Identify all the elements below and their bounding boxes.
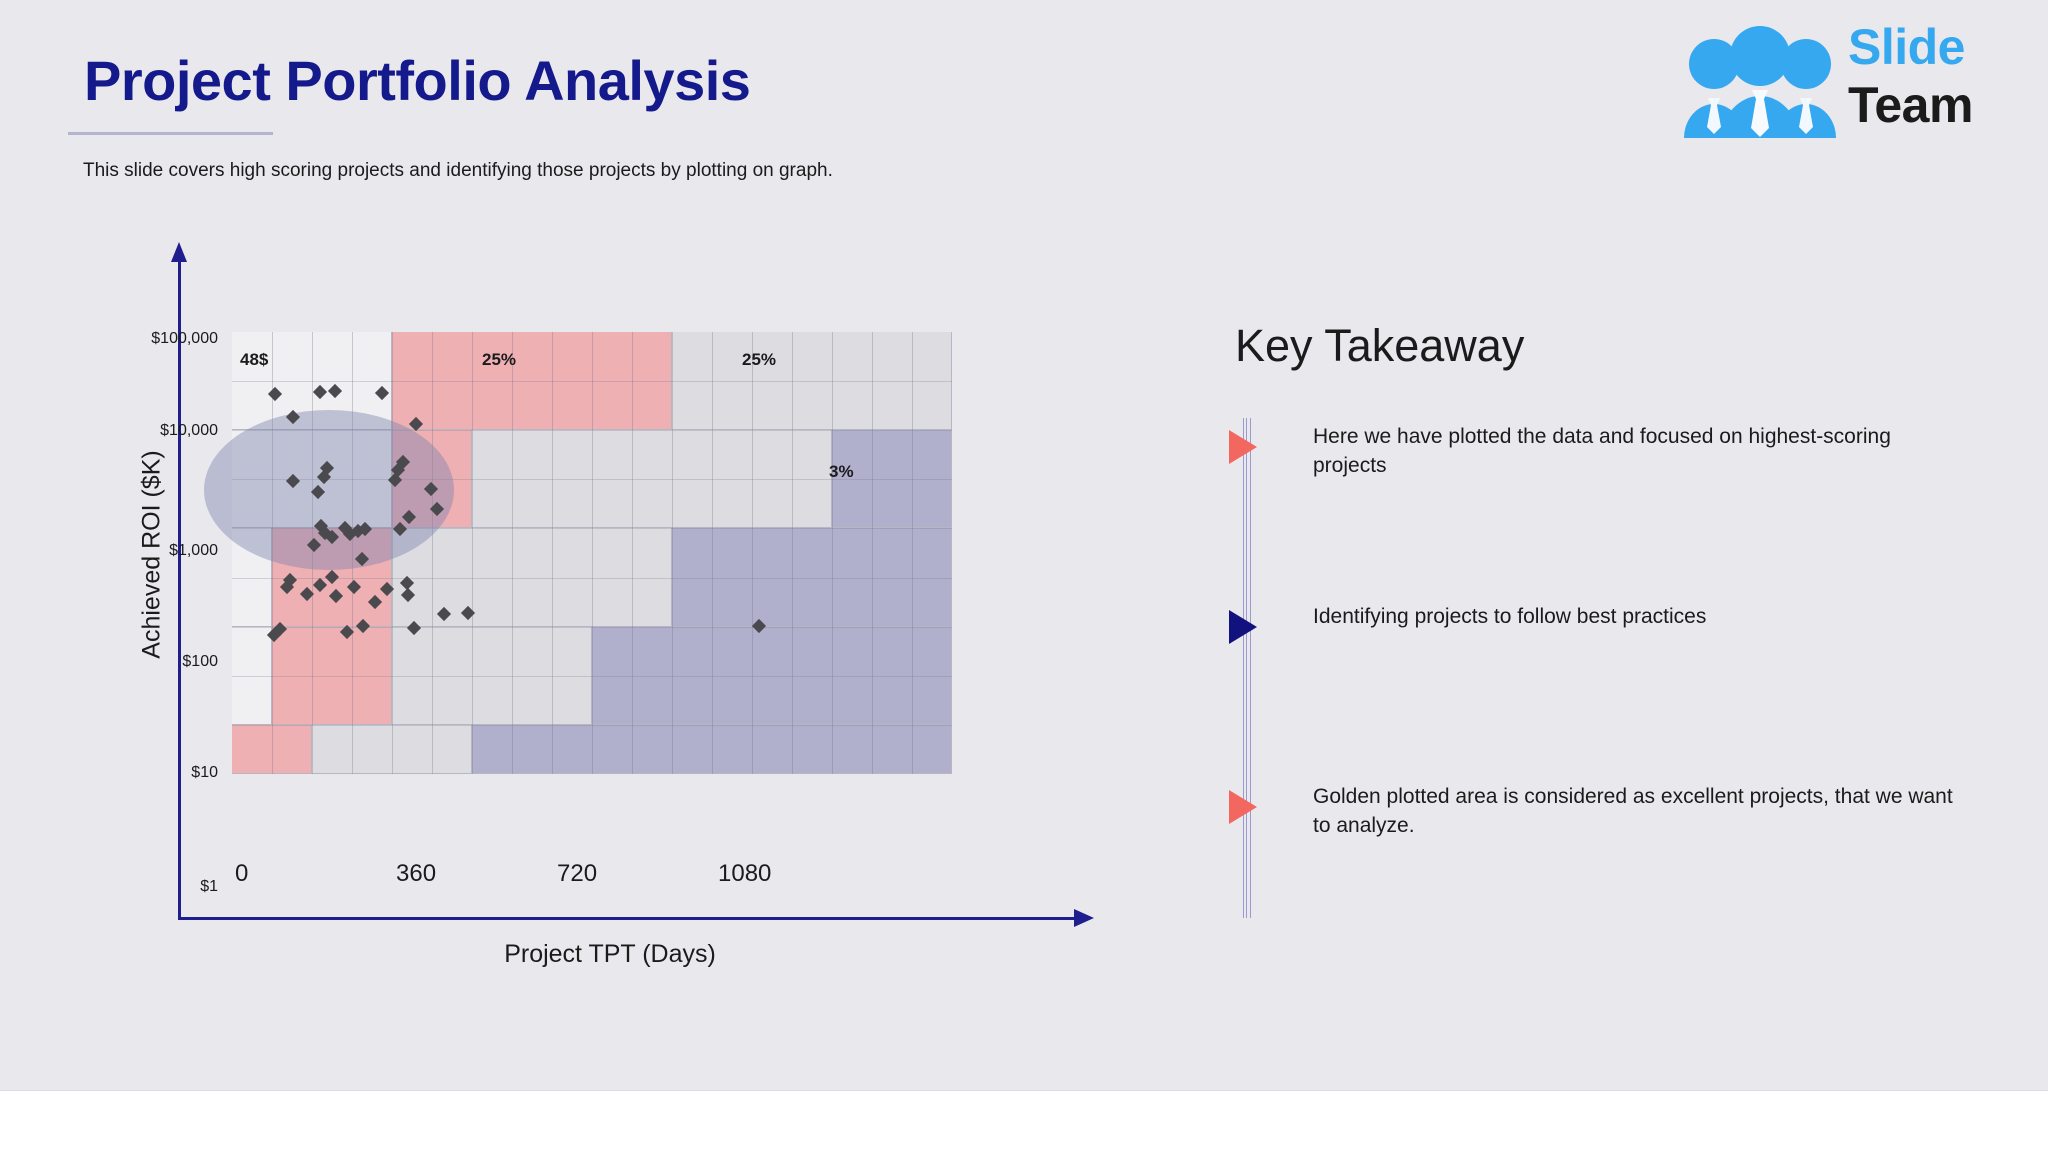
y-tick-label: $100 — [182, 653, 218, 670]
grid-column-line — [552, 332, 553, 774]
grid-column-line — [792, 332, 793, 774]
key-takeaway-title: Key Takeaway — [1235, 320, 1525, 371]
heatmap-cell — [472, 430, 832, 529]
x-axis-title: Project TPT (Days) — [504, 940, 716, 968]
bullet-arrow-icon — [1229, 430, 1257, 464]
heatmap-cell — [312, 724, 472, 774]
y-axis-arrow-icon — [171, 242, 187, 262]
grid-column-line — [312, 332, 313, 774]
heatmap-cell — [232, 430, 392, 529]
plot-area: 48$ 25% 25% 3% — [204, 332, 952, 774]
grid-column-line — [352, 332, 353, 774]
bullet-arrow-icon — [1229, 790, 1257, 824]
grid-column-line — [712, 332, 713, 774]
x-axis-arrow-icon — [1074, 909, 1094, 927]
x-axis-line — [178, 917, 1076, 920]
y-tick-label: $10 — [191, 764, 218, 781]
heatmap-cell — [392, 626, 592, 725]
rail-line-mid — [1246, 418, 1247, 918]
x-tick-label: 0 — [235, 860, 249, 887]
heatmap-cell — [392, 332, 672, 431]
y-tick-label: $1 — [200, 878, 218, 895]
heatmap-cell — [832, 430, 952, 529]
grid-row-line — [232, 724, 952, 726]
page-subtitle: This slide covers high scoring projects … — [83, 160, 833, 181]
rail-line-right — [1250, 418, 1251, 918]
grid-column-line — [832, 332, 833, 774]
heatmap-cell — [232, 626, 272, 725]
logo-word-slide: Slide — [1848, 19, 1965, 75]
grid-column-line — [272, 332, 273, 774]
grid-column-line — [912, 332, 913, 774]
key-takeaway-text: Here we have plotted the data and focuse… — [1313, 425, 1891, 477]
x-tick-label: 360 — [396, 860, 437, 887]
grid-column-line — [872, 332, 873, 774]
x-axis-tick-labels: 0 360 720 1080 — [130, 860, 1130, 900]
y-axis-tick-labels: $100,000 $10,000 $1,000 $100 $10 $1 — [90, 240, 218, 920]
heatmap-cell — [232, 528, 272, 627]
grid-column-line — [672, 332, 673, 774]
page-title: Project Portfolio Analysis — [84, 49, 751, 112]
x-tick-label: 720 — [557, 860, 598, 887]
slide-bottom-strip — [0, 1090, 2048, 1152]
key-takeaway-text: Identifying projects to follow best prac… — [1313, 605, 1707, 628]
heatmap-cell — [672, 332, 952, 431]
x-tick-label: 1080 — [718, 860, 772, 887]
grid-column-line — [752, 332, 753, 774]
key-takeaway-text: Golden plotted area is considered as exc… — [1313, 785, 1953, 837]
heatmap-cell — [472, 724, 952, 774]
y-tick-label: $10,000 — [160, 422, 218, 439]
grid-row-line — [232, 479, 952, 481]
heatmap-cell — [672, 528, 952, 627]
grid-row-line — [232, 626, 952, 628]
bullet-arrow-icon — [1229, 610, 1257, 644]
y-tick-label: $100,000 — [151, 330, 218, 347]
grid-row-line — [232, 577, 952, 579]
title-underline — [68, 132, 273, 135]
cell-label: 25% — [482, 350, 517, 369]
grid-column-line — [512, 332, 513, 774]
grid-column-line — [392, 332, 393, 774]
grid-column-line — [432, 332, 433, 774]
grid-row-line — [232, 430, 952, 432]
heatmap-cell — [592, 626, 952, 725]
rail-line-left — [1243, 418, 1244, 918]
heatmap-cell — [272, 626, 392, 725]
heatmap-cell — [232, 332, 392, 431]
grid-column-line — [592, 332, 593, 774]
cell-label: 25% — [742, 350, 777, 369]
grid-row-line — [232, 528, 952, 530]
cell-label: 48$ — [240, 350, 269, 369]
y-axis-line — [178, 260, 181, 920]
cell-label: 3% — [829, 462, 854, 481]
heatmap-cell — [232, 724, 312, 774]
logo-word-team: Team — [1848, 77, 1973, 133]
grid-row-line — [232, 675, 952, 677]
logo-wordmark: Slide Team — [1848, 18, 2028, 140]
portfolio-scatter-chart: Achieved ROI ($K) Project TPT (Days) $10… — [130, 240, 1140, 968]
slideteam-logo: Slide Team — [1680, 18, 2020, 143]
key-takeaway-panel: Key Takeaway Here we have plotted the da… — [1225, 320, 1985, 920]
grid-column-line — [472, 332, 473, 774]
y-tick-label: $1,000 — [169, 542, 218, 559]
grid-column-line — [632, 332, 633, 774]
takeaway-vertical-rail — [1243, 418, 1251, 918]
people-group-icon — [1680, 26, 1840, 138]
grid-row-line — [232, 381, 952, 383]
